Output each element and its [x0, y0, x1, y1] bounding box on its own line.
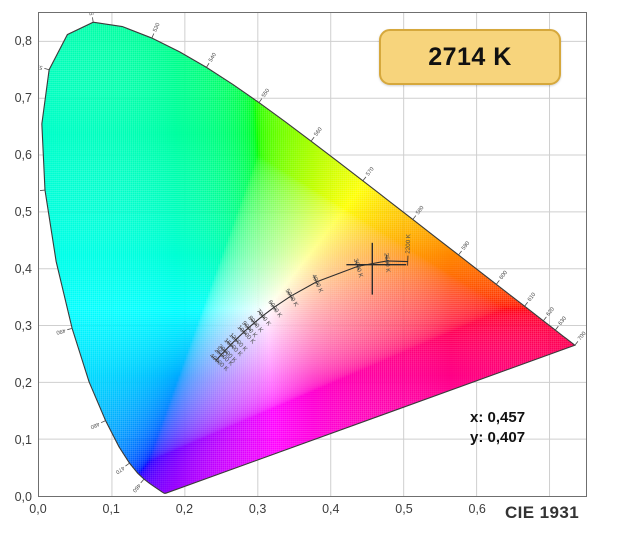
y-tick-label: 0,3 — [0, 319, 32, 333]
planckian-tick-label: 3000 K — [352, 258, 365, 280]
color-temperature-badge: 2714 K — [379, 29, 561, 85]
y-tick-label: 0,6 — [0, 148, 32, 162]
coordinate-y-value: y: 0,407 — [470, 428, 525, 448]
x-tick-label: 0,4 — [322, 502, 339, 516]
y-tick-label: 0,5 — [0, 205, 32, 219]
planckian-tick-label: 5000 K — [283, 288, 300, 309]
y-tick-label: 0,8 — [0, 34, 32, 48]
x-tick-label: 0,2 — [176, 502, 193, 516]
y-tick-label: 0,1 — [0, 433, 32, 447]
x-tick-label: 0,0 — [29, 502, 46, 516]
planckian-tick-label: 2200 K — [405, 233, 413, 254]
y-tick-label: 0,0 — [0, 490, 32, 504]
x-tick-label: 0,3 — [249, 502, 266, 516]
x-tick-label: 0,1 — [102, 502, 119, 516]
x-tick-label: 0,5 — [395, 502, 412, 516]
x-tick-label: 0,6 — [468, 502, 485, 516]
coordinate-x-value: x: 0,457 — [470, 408, 525, 428]
planckian-tick-label: 2500 K — [383, 253, 392, 274]
y-tick-label: 0,2 — [0, 376, 32, 390]
standard-caption: CIE 1931 — [505, 503, 579, 523]
y-tick-label: 0,7 — [0, 91, 32, 105]
color-temperature-value: 2714 K — [428, 43, 512, 72]
chromaticity-coordinate-readout: x: 0,457 y: 0,407 — [470, 408, 525, 448]
y-tick-label: 0,4 — [0, 262, 32, 276]
